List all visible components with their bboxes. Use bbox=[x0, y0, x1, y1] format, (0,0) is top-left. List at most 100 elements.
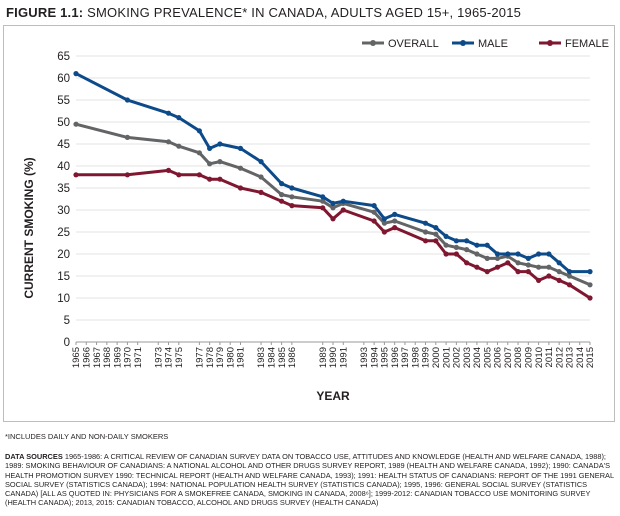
data-point-male bbox=[73, 71, 79, 77]
data-point-male bbox=[237, 145, 244, 151]
data-point-female bbox=[474, 264, 480, 270]
series-lines bbox=[73, 71, 593, 301]
x-tick-label: 1977 bbox=[195, 347, 206, 368]
x-tick-label: 1978 bbox=[205, 347, 216, 368]
legend-marker-male bbox=[460, 40, 466, 46]
data-point-male bbox=[464, 238, 470, 244]
x-tick-label: 2007 bbox=[503, 347, 514, 368]
data-point-male bbox=[289, 185, 295, 191]
data-point-male bbox=[196, 128, 202, 134]
data-point-female bbox=[279, 198, 285, 204]
x-tick-label: 1995 bbox=[380, 347, 391, 368]
y-tick-label: 10 bbox=[57, 293, 70, 305]
data-point-overall bbox=[124, 134, 130, 140]
y-tick-label: 20 bbox=[57, 249, 70, 261]
x-tick-label: 1986 bbox=[287, 347, 298, 368]
data-point-overall bbox=[587, 282, 593, 288]
legend-marker-overall bbox=[370, 40, 376, 46]
y-tick-label: 40 bbox=[57, 161, 70, 173]
data-point-male bbox=[340, 198, 346, 204]
data-point-female bbox=[165, 167, 172, 173]
x-tick-label: 2015 bbox=[585, 347, 596, 368]
data-point-overall bbox=[536, 264, 542, 270]
x-tick-label: 1994 bbox=[369, 347, 380, 368]
x-tick-label: 1991 bbox=[338, 347, 349, 368]
x-tick-label: 1984 bbox=[267, 347, 278, 368]
x-tick-label: 1973 bbox=[153, 347, 164, 368]
data-point-male bbox=[566, 269, 573, 275]
x-tick-label: 2009 bbox=[524, 347, 535, 368]
x-tick-label: 1997 bbox=[400, 347, 411, 368]
data-point-male bbox=[484, 242, 490, 248]
x-tick-label: 1999 bbox=[421, 347, 432, 368]
legend-label-overall: OVERALL bbox=[388, 38, 439, 50]
x-tick-label: 1998 bbox=[410, 347, 421, 368]
data-point-female bbox=[381, 229, 387, 235]
data-point-female bbox=[464, 260, 470, 266]
x-tick-label: 1968 bbox=[102, 347, 113, 368]
figure-title-text: SMOKING PREVALENCE* IN CANADA, ADULTS AG… bbox=[87, 5, 522, 20]
x-tick-label: 1979 bbox=[215, 347, 226, 368]
data-point-male bbox=[217, 141, 223, 147]
data-point-overall bbox=[453, 244, 459, 250]
x-tick-label: 1993 bbox=[359, 347, 370, 368]
x-tick-label: 1981 bbox=[236, 347, 247, 368]
y-tick-label: 30 bbox=[57, 205, 70, 217]
data-point-overall bbox=[371, 209, 377, 215]
data-point-male bbox=[587, 269, 593, 275]
x-tick-label: 2003 bbox=[462, 347, 473, 368]
data-point-female bbox=[484, 269, 490, 275]
data-point-female bbox=[433, 238, 439, 244]
legend-label-male: MALE bbox=[478, 38, 508, 50]
data-sources-text: 1965-1986: A CRITICAL REVIEW OF CANADIAN… bbox=[5, 452, 614, 508]
y-axis-ticks: 0 5 10 15 20 25 30 35 40 45 50 55 60 65 bbox=[57, 51, 70, 349]
y-tick-label: 50 bbox=[57, 117, 70, 129]
data-point-male bbox=[207, 145, 213, 151]
data-point-female bbox=[453, 251, 459, 257]
data-point-overall bbox=[546, 264, 552, 270]
legend-label-female: FEMALE bbox=[565, 38, 609, 50]
x-tick-label: 1971 bbox=[133, 347, 144, 368]
data-point-male bbox=[422, 220, 429, 226]
x-tick-label: 1970 bbox=[123, 347, 134, 368]
y-tick-label: 35 bbox=[57, 183, 70, 195]
data-point-overall bbox=[258, 174, 264, 180]
data-point-overall bbox=[279, 192, 285, 198]
data-point-female bbox=[176, 172, 182, 178]
data-point-female bbox=[289, 203, 295, 209]
data-point-overall bbox=[196, 150, 202, 156]
x-tick-label: 2010 bbox=[534, 347, 545, 368]
legend-marker-female bbox=[547, 40, 553, 46]
data-point-female bbox=[207, 176, 213, 182]
x-tick-label: 1985 bbox=[277, 347, 288, 368]
data-point-male bbox=[381, 216, 387, 222]
data-point-female bbox=[371, 218, 377, 224]
figure-title: FIGURE 1.1: SMOKING PREVALENCE* IN CANAD… bbox=[6, 5, 521, 20]
data-point-overall bbox=[494, 255, 501, 261]
data-point-overall bbox=[484, 255, 490, 261]
x-tick-label: 2011 bbox=[544, 347, 555, 367]
data-sources-label: DATA SOURCES bbox=[5, 452, 63, 461]
y-tick-label: 55 bbox=[57, 95, 70, 107]
grid-lines bbox=[76, 55, 590, 343]
data-point-overall bbox=[474, 251, 480, 257]
data-point-male bbox=[320, 194, 326, 200]
data-point-female bbox=[237, 185, 244, 191]
data-point-female bbox=[556, 277, 562, 283]
x-tick-label: 2006 bbox=[493, 347, 504, 368]
data-point-male bbox=[433, 225, 439, 231]
x-tick-label: 2000 bbox=[431, 347, 442, 368]
x-axis-label: YEAR bbox=[316, 389, 350, 403]
data-point-female bbox=[340, 207, 346, 213]
data-point-overall bbox=[422, 229, 429, 235]
data-point-overall bbox=[464, 247, 470, 253]
data-point-overall bbox=[381, 220, 387, 226]
x-tick-label: 1983 bbox=[256, 347, 267, 368]
x-tick-label: 1996 bbox=[390, 347, 401, 368]
data-point-overall bbox=[320, 198, 326, 204]
data-point-male bbox=[453, 238, 459, 244]
data-point-female bbox=[196, 172, 202, 178]
data-point-overall bbox=[207, 161, 213, 167]
x-tick-label: 1990 bbox=[328, 347, 339, 368]
